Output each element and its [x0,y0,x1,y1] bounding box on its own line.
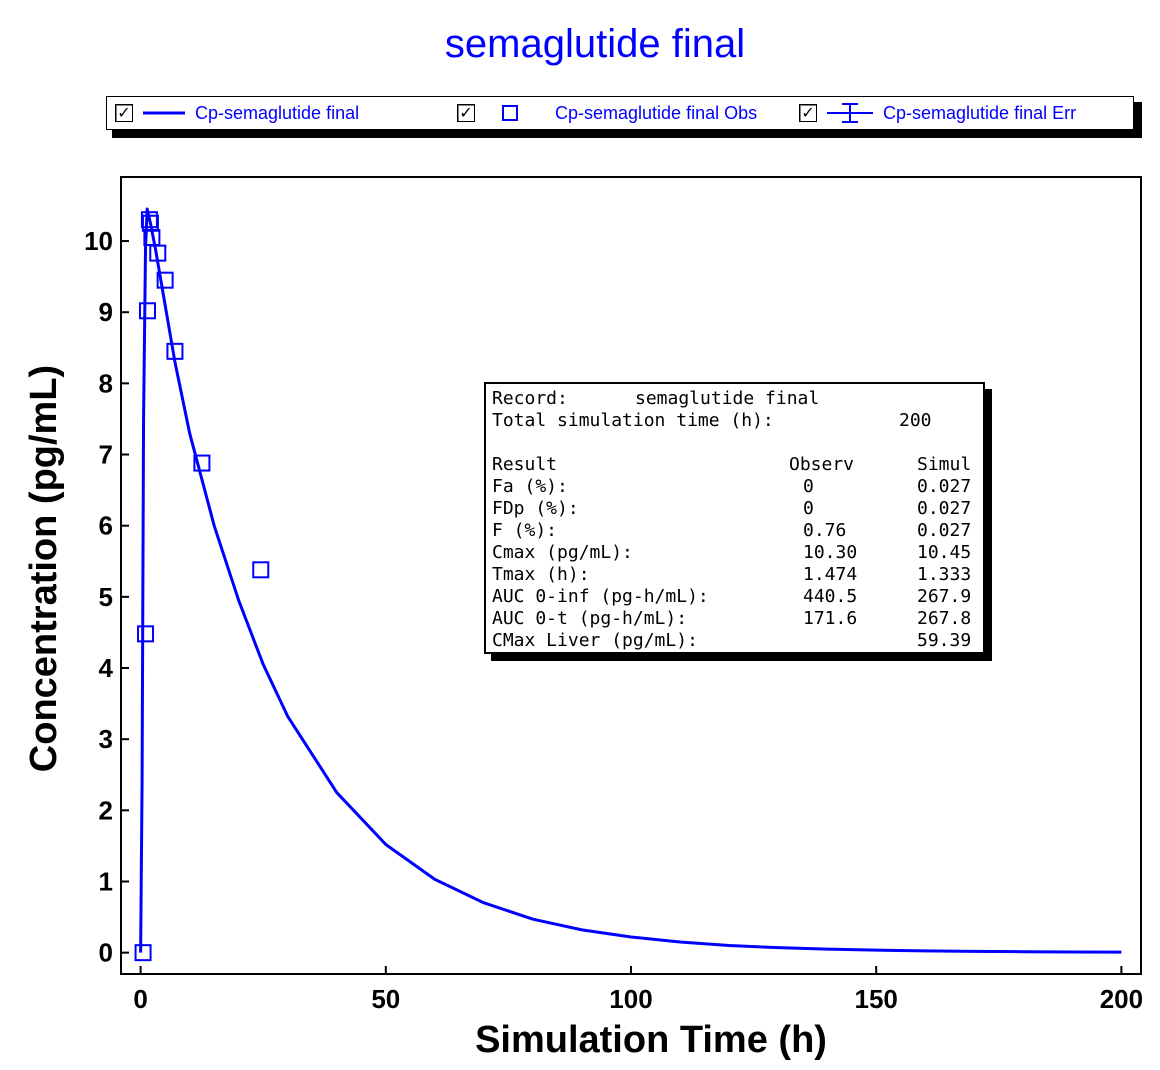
row-simul: 1.333 [917,564,972,585]
record-row: Record: semaglutide final [492,388,977,410]
row-name: Fa (%): [492,476,568,497]
y-tick-label: 7 [99,440,113,470]
header-observ: Observ [789,454,855,475]
simulated-curve [139,207,1122,954]
table-row: Cmax (pg/mL): 10.30 10.45 [492,542,977,564]
x-tick-label: 200 [1100,984,1143,1014]
observed-point [166,342,184,360]
row-name: Tmax (h): [492,564,590,585]
legend-checkbox[interactable]: ✓ [457,104,475,122]
row-observ: 0 [803,476,814,497]
x-tick-label: 0 [133,984,147,1014]
observed-point [138,302,156,320]
legend-item-line[interactable]: ✓ Cp-semaglutide final [115,97,359,129]
stats-rows: Fa (%): 0 0.027 FDp (%): 0 0.027 F (%): 0.76 0.0… [492,476,977,652]
x-tick-label: 100 [609,984,652,1014]
table-row: FDp (%): 0 0.027 [492,498,977,520]
header-result: Result [492,454,558,475]
row-name: AUC 0-t (pg-h/mL): [492,608,688,629]
x-tick-label: 150 [854,984,897,1014]
y-tick-label: 0 [99,938,113,968]
row-name: Cmax (pg/mL): [492,542,633,563]
record-label: Record: [492,388,568,409]
row-simul: 0.027 [917,498,972,519]
legend-label: Cp-semaglutide final Err [883,102,1077,123]
observed-point [193,454,211,472]
y-tick-label: 3 [99,724,113,754]
y-tick-label: 9 [99,297,113,327]
simtime-row: Total simulation time (h): 200 [492,410,977,432]
y-tick-label: 8 [99,368,113,398]
legend: ✓ Cp-semaglutide final ✓ Cp-semaglutide … [106,96,1134,130]
table-row: AUC 0-inf (pg-h/mL): 440.5 267.9 [492,586,977,608]
row-observ: 171.6 [803,608,858,629]
y-tick-label: 4 [99,653,114,683]
record-value: semaglutide final [635,388,820,409]
table-header: Result Observ Simul [492,454,977,476]
legend-checkbox[interactable]: ✓ [115,104,133,122]
chart-title: semaglutide final [444,22,746,66]
row-simul: 10.45 [917,542,972,563]
legend-item-obs[interactable]: ✓ Cp-semaglutide final Obs [457,97,757,129]
observed-point [134,944,152,962]
row-observ: 0.76 [803,520,847,541]
table-row: Tmax (h): 1.474 1.333 [492,564,977,586]
row-observ: 1.474 [803,564,858,585]
x-tick-label: 50 [371,984,400,1014]
row-simul: 267.9 [917,586,972,607]
table-row: F (%): 0.76 0.027 [492,520,977,542]
x-axis-label: Simulation Time (h) [475,1019,827,1061]
table-row: CMax Liver (pg/mL): 59.39 [492,630,977,652]
row-name: FDp (%): [492,498,579,519]
legend-label: Cp-semaglutide final Obs [555,102,758,123]
y-axis-label: Concentration (pg/mL) [23,365,65,772]
y-tick-label: 6 [99,511,113,541]
simtime-value: 200 [899,410,932,431]
row-name: F (%): [492,520,558,541]
y-tick-label: 1 [99,866,113,896]
table-row: Fa (%): 0 0.027 [492,476,977,498]
observed-point [149,244,167,262]
spacer-row [492,432,977,454]
row-observ: 10.30 [803,542,858,563]
legend-label: Cp-semaglutide final [195,102,360,123]
observed-point [252,561,270,579]
row-simul: 0.027 [917,476,972,497]
header-simul: Simul [917,454,972,475]
y-tick-label: 10 [84,226,113,256]
row-observ: 0 [803,498,814,519]
row-simul: 267.8 [917,608,972,629]
square-marker-icon [502,105,518,121]
observed-point [156,271,174,289]
row-name: CMax Liver (pg/mL): [492,630,698,651]
observed-point [137,625,155,643]
results-table: Record: semaglutide final Total simulati… [484,382,985,654]
row-simul: 59.39 [917,630,972,651]
y-tick-label: 2 [99,795,113,825]
row-simul: 0.027 [917,520,972,541]
table-row: AUC 0-t (pg-h/mL): 171.6 267.8 [492,608,977,630]
row-name: AUC 0-inf (pg-h/mL): [492,586,709,607]
legend-checkbox[interactable]: ✓ [799,104,817,122]
error-bar-icon [827,103,873,123]
y-tick-label: 5 [99,582,113,612]
row-observ: 440.5 [803,586,858,607]
simtime-label: Total simulation time (h): [492,410,774,431]
line-swatch-icon [143,111,185,115]
legend-item-err[interactable]: ✓ Cp-semaglutide final Err [799,97,1076,129]
